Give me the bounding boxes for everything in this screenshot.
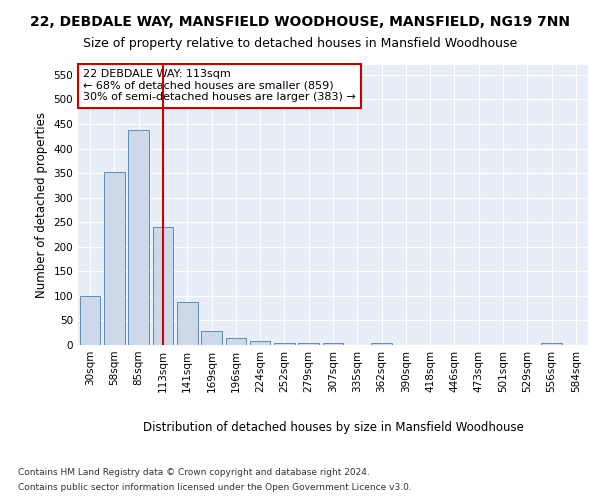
Text: Contains HM Land Registry data © Crown copyright and database right 2024.: Contains HM Land Registry data © Crown c… (18, 468, 370, 477)
Bar (152, 227, 173, 345)
Bar (80, 296, 100, 345)
Bar (226, 338, 246, 345)
Bar (250, 340, 271, 345)
Bar (298, 342, 319, 345)
Text: Distribution of detached houses by size in Mansfield Woodhouse: Distribution of detached houses by size … (143, 421, 523, 434)
Bar (201, 331, 222, 345)
Bar (274, 342, 295, 345)
Text: 22 DEBDALE WAY: 113sqm
← 68% of detached houses are smaller (859)
30% of semi-de: 22 DEBDALE WAY: 113sqm ← 68% of detached… (83, 69, 356, 102)
Bar (371, 342, 392, 345)
Bar (104, 172, 125, 345)
Text: Size of property relative to detached houses in Mansfield Woodhouse: Size of property relative to detached ho… (83, 38, 517, 51)
Text: 22, DEBDALE WAY, MANSFIELD WOODHOUSE, MANSFIELD, NG19 7NN: 22, DEBDALE WAY, MANSFIELD WOODHOUSE, MA… (30, 15, 570, 29)
Y-axis label: Number of detached properties: Number of detached properties (35, 112, 48, 298)
Bar (177, 302, 197, 345)
Bar (541, 342, 562, 345)
Bar (128, 130, 149, 345)
Text: Contains public sector information licensed under the Open Government Licence v3: Contains public sector information licen… (18, 483, 412, 492)
Bar (323, 342, 343, 345)
